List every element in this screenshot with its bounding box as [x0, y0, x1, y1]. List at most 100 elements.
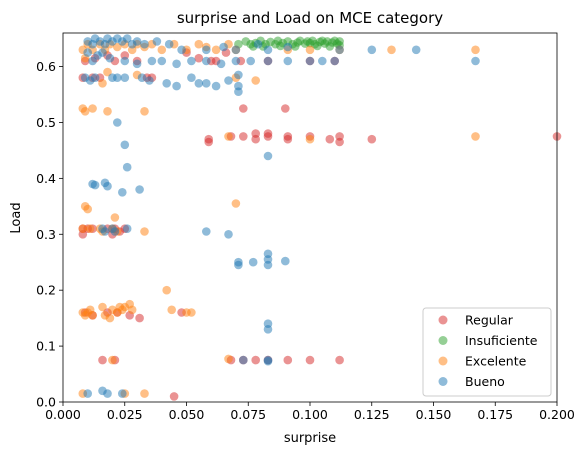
legend-marker [439, 377, 448, 386]
y-tick-label: 0.0 [36, 395, 56, 410]
x-tick-label: 0.175 [477, 407, 513, 422]
y-tick-label: 0.3 [36, 227, 56, 242]
data-point [284, 135, 293, 144]
data-point [217, 60, 226, 69]
data-point [284, 356, 293, 365]
data-point [83, 205, 92, 214]
data-point [153, 37, 162, 46]
legend-label: Insuficiente [465, 333, 538, 348]
data-point [167, 306, 176, 315]
data-point [471, 132, 480, 141]
data-point [219, 43, 228, 52]
legend-marker [439, 316, 448, 325]
data-point [202, 79, 211, 88]
data-point [471, 46, 480, 55]
data-point [187, 308, 196, 317]
data-point [326, 42, 335, 51]
data-point [106, 314, 115, 323]
data-point [254, 40, 263, 49]
data-point [239, 356, 248, 365]
data-point [101, 227, 110, 236]
data-point [412, 46, 421, 55]
x-tick-label: 0.025 [107, 407, 143, 422]
data-point [306, 356, 315, 365]
data-point [140, 389, 149, 398]
data-point [202, 46, 211, 55]
legend-marker [439, 357, 448, 366]
data-point [138, 73, 147, 82]
data-point [140, 40, 149, 49]
y-axis-label: Load [9, 202, 24, 233]
data-point [148, 57, 157, 66]
data-point [91, 181, 100, 190]
legend-marker [439, 336, 448, 345]
data-point [264, 261, 273, 270]
x-tick-label: 0.100 [292, 407, 328, 422]
data-point [471, 57, 480, 66]
data-point [232, 199, 241, 208]
data-point [133, 60, 142, 69]
data-point [281, 104, 290, 113]
data-point [103, 107, 112, 116]
data-point [158, 57, 167, 66]
data-point [177, 46, 186, 55]
data-point [212, 82, 221, 91]
data-point [118, 188, 127, 197]
x-tick-label: 0.075 [230, 407, 266, 422]
data-point [368, 135, 377, 144]
data-point [306, 135, 315, 144]
data-point [224, 132, 233, 141]
data-point [306, 46, 315, 55]
data-point [98, 356, 107, 365]
data-point [224, 76, 233, 85]
data-point [318, 57, 327, 66]
data-point [284, 57, 293, 66]
data-point [88, 311, 97, 320]
data-point [224, 230, 233, 239]
data-point [165, 40, 174, 49]
data-point [135, 185, 144, 194]
data-point [246, 57, 255, 66]
data-point [251, 356, 260, 365]
data-point [195, 54, 204, 63]
data-point [103, 182, 112, 191]
data-point [88, 104, 97, 113]
x-axis-label: surprise [284, 431, 336, 446]
data-point [98, 48, 107, 57]
x-axis: 0.000 0.025 0.050 0.075 0.100 0.125 0.150 0.175… [45, 402, 575, 422]
data-point [284, 43, 293, 52]
data-point [172, 82, 181, 91]
data-point [281, 257, 290, 266]
data-point [111, 227, 120, 236]
x-tick-label: 0.150 [416, 407, 452, 422]
data-point [170, 392, 179, 401]
x-tick-label: 0.050 [169, 407, 205, 422]
data-point [187, 57, 196, 66]
data-point [135, 314, 144, 323]
y-tick-label: 0.4 [36, 171, 56, 186]
data-point [202, 57, 211, 66]
y-tick-label: 0.1 [36, 339, 56, 354]
data-point [79, 224, 88, 233]
data-point [86, 224, 95, 233]
data-point [276, 42, 285, 51]
data-point [234, 71, 243, 80]
data-point [113, 118, 122, 127]
data-point [326, 135, 335, 144]
data-point [172, 60, 181, 69]
data-point [83, 48, 92, 57]
data-point [204, 135, 213, 144]
data-point [140, 227, 149, 236]
data-point [111, 213, 120, 222]
data-point [121, 73, 130, 82]
data-point [264, 46, 273, 55]
data-point [291, 42, 300, 51]
legend-label: Excelente [465, 354, 527, 369]
data-point [123, 224, 132, 233]
data-point [335, 356, 344, 365]
legend-label: Bueno [465, 374, 505, 389]
data-point [187, 73, 196, 82]
data-point [264, 357, 273, 366]
data-point [330, 57, 339, 66]
